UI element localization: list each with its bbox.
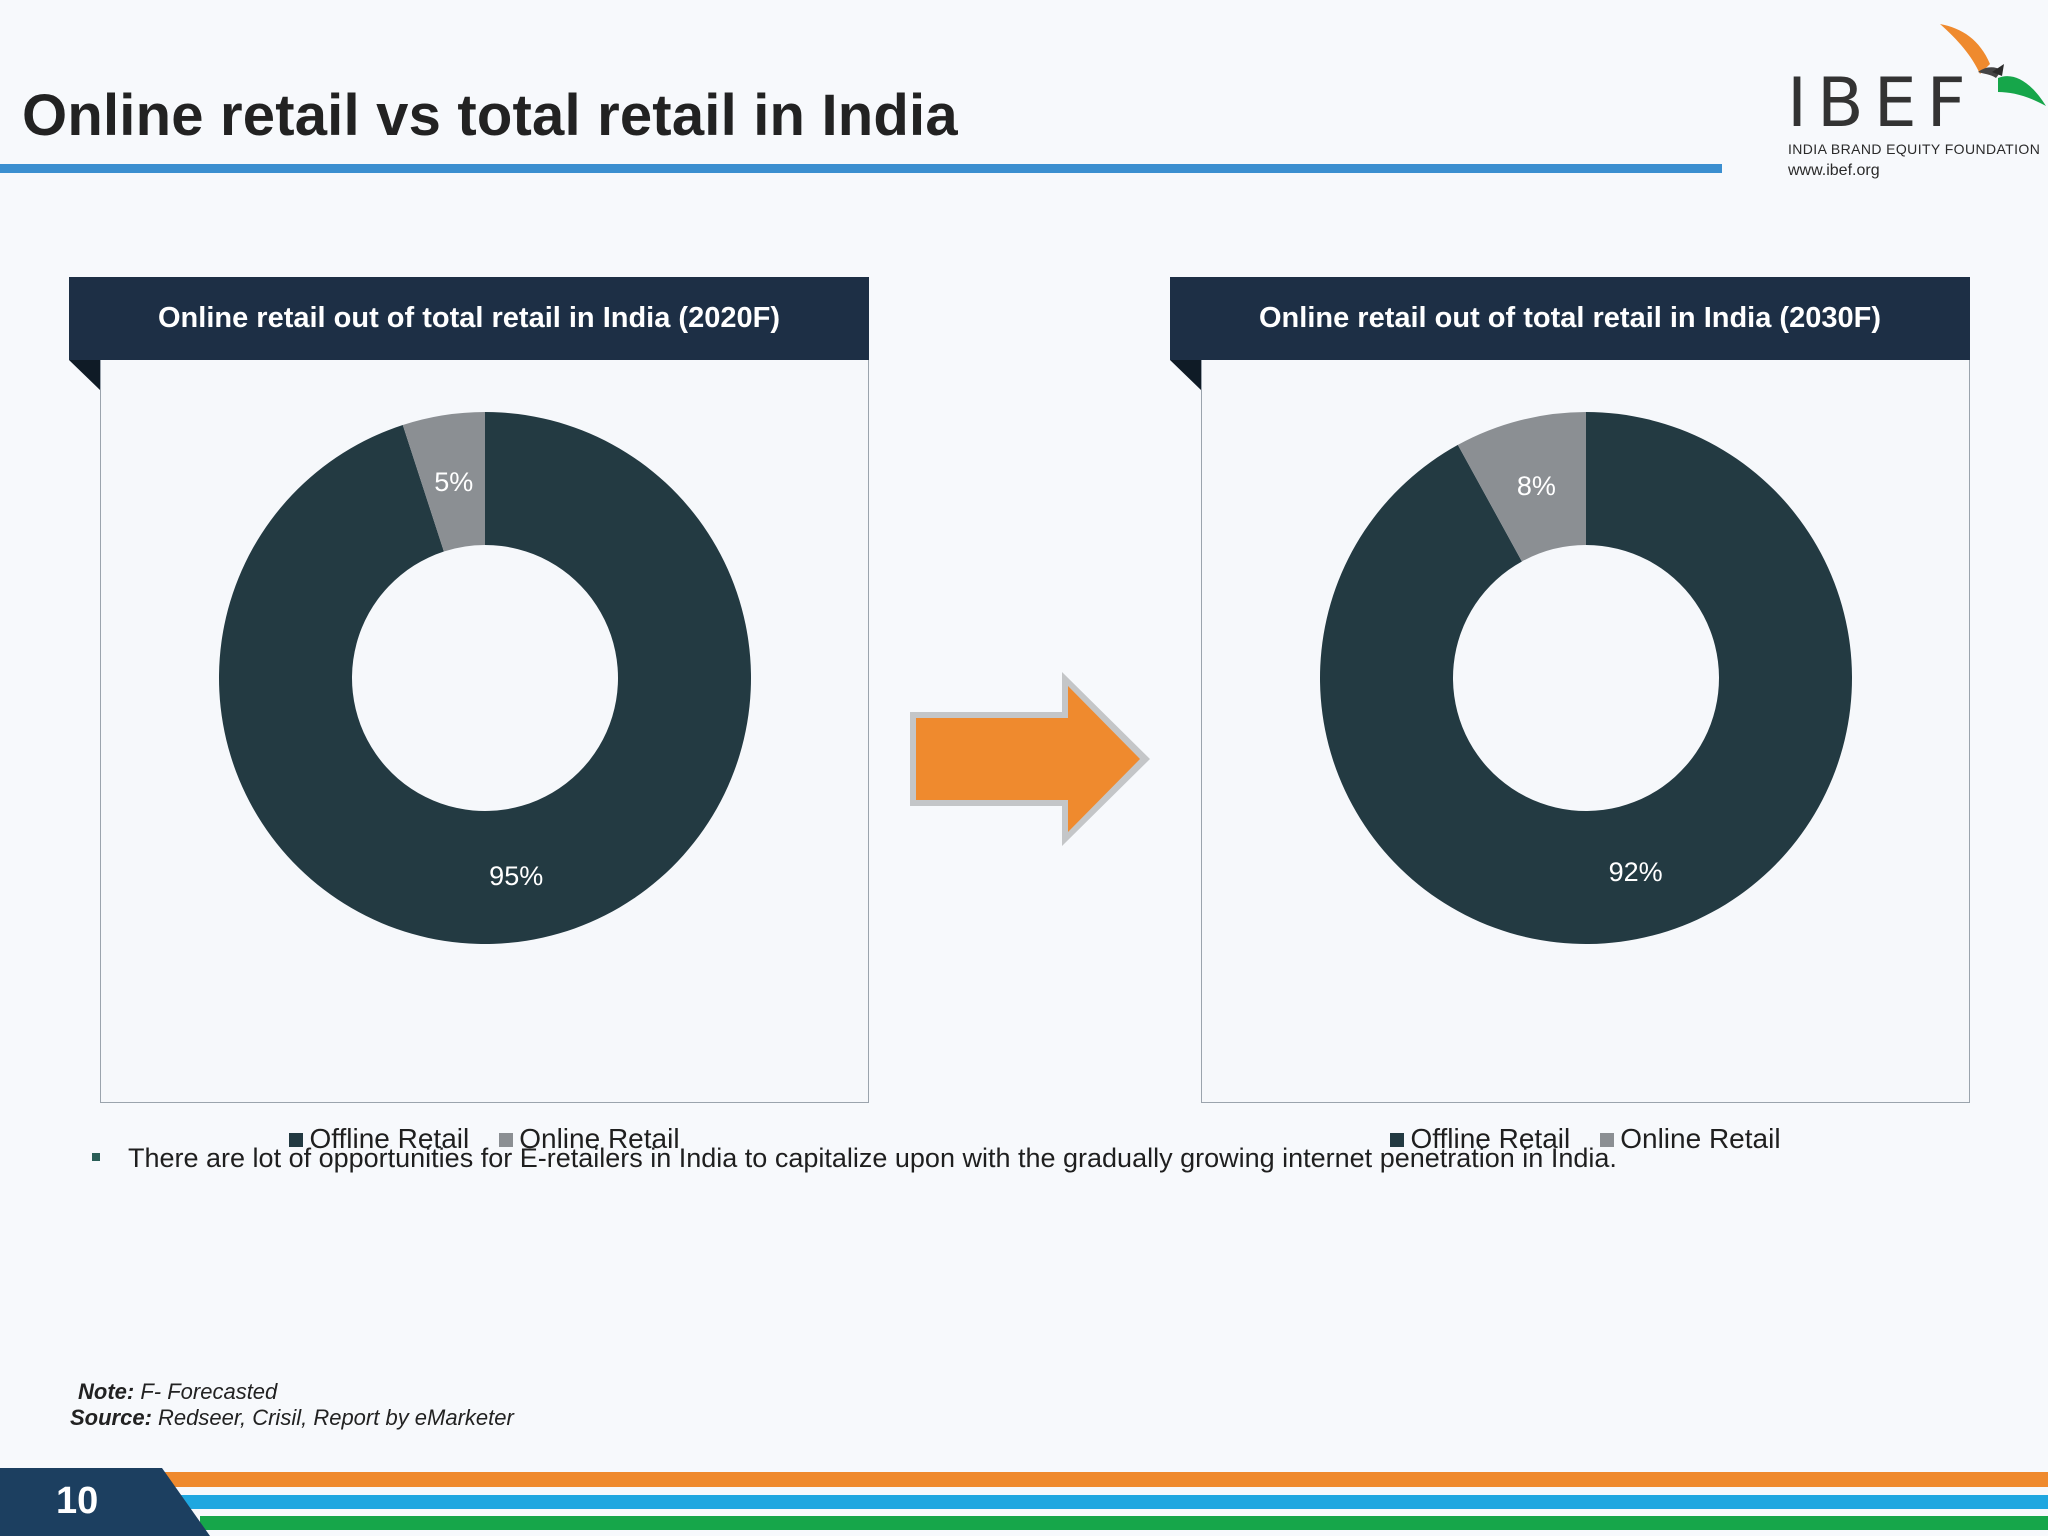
data-label-offline-retail: 92% [1609, 857, 1663, 887]
source-text: Redseer, Crisil, Report by eMarketer [158, 1405, 514, 1430]
bullet-point: There are lot of opportunities for E-ret… [92, 1143, 1617, 1174]
legend-swatch [499, 1133, 514, 1147]
note-text: F- Forecasted [140, 1379, 278, 1404]
logo-wordmark: IBEF [1787, 64, 1976, 143]
legend-label: Online Retail [519, 1123, 680, 1154]
chart-panel-body: 92% 8% Offline Retail Online Retail [1201, 357, 1970, 1154]
logo-url[interactable]: www.ibef.org [1788, 162, 1880, 179]
donut-chart-2020: 95% 5% [219, 412, 751, 944]
legend-swatch [1600, 1133, 1615, 1147]
footnote-note: Note: F- Forecasted [78, 1379, 277, 1405]
legend-swatch [1390, 1133, 1405, 1147]
legend-swatch [289, 1133, 304, 1147]
ibef-logo[interactable]: IBEF INDIA BRAND EQUITY FOUNDATION www.i… [1782, 22, 2048, 192]
data-label-online-retail: 8% [1517, 471, 1556, 501]
chart-title: Online retail out of total retail in Ind… [69, 277, 869, 360]
page-number: 10 [56, 1480, 99, 1522]
footer-stripe-blue [180, 1495, 2048, 1509]
legend-label: Offline Retail [1410, 1123, 1571, 1154]
legend-item-offline-retail: Offline Retail [1390, 1123, 1570, 1155]
page-title: Online retail vs total retail in India [22, 83, 958, 148]
donut-slice-offline-retail [1320, 412, 1852, 945]
header-fold [69, 360, 100, 390]
right-arrow-icon [910, 672, 1150, 846]
donut-slice-online-retail [402, 412, 485, 552]
legend-item-offline-retail: Offline Retail [289, 1123, 469, 1155]
legend-item-online-retail: Online Retail [499, 1123, 680, 1155]
chart-legend: Offline Retail Online Retail [101, 1123, 868, 1155]
chart-panel-2030: 92% 8% Offline Retail Online Retail Online… [1170, 277, 1970, 1154]
note-label: Note: [78, 1379, 135, 1404]
data-label-online-retail: 5% [434, 467, 473, 497]
bullet-square-icon [92, 1153, 100, 1161]
title-underline [0, 164, 1722, 173]
chart-legend: Offline Retail Online Retail [1202, 1123, 1969, 1155]
donut-slice-online-retail [1457, 412, 1586, 562]
source-label: Source: [70, 1405, 152, 1430]
footer-stripe-orange [160, 1472, 2048, 1487]
chart-title: Online retail out of total retail in Ind… [1170, 277, 1970, 360]
chart-panel-2020: 95% 5% Offline Retail Online Retail Online… [69, 277, 869, 1154]
footer-stripe-green [200, 1516, 2048, 1530]
logo-tagline: INDIA BRAND EQUITY FOUNDATION [1788, 141, 2041, 157]
legend-label: Online Retail [1620, 1123, 1781, 1154]
legend-item-online-retail: Online Retail [1600, 1123, 1781, 1155]
header-fold [1170, 360, 1201, 390]
chart-panel-body: 95% 5% Offline Retail Online Retail [100, 357, 869, 1154]
data-label-offline-retail: 95% [489, 861, 543, 891]
bullet-text: There are lot of opportunities for E-ret… [128, 1143, 1617, 1173]
bird-logo-icon [1940, 24, 2046, 106]
footnote-source: Source: Redseer, Crisil, Report by eMark… [70, 1405, 514, 1431]
legend-label: Offline Retail [309, 1123, 470, 1154]
donut-slice-offline-retail [219, 412, 751, 944]
donut-chart-2030: 92% 8% [1320, 412, 1852, 945]
